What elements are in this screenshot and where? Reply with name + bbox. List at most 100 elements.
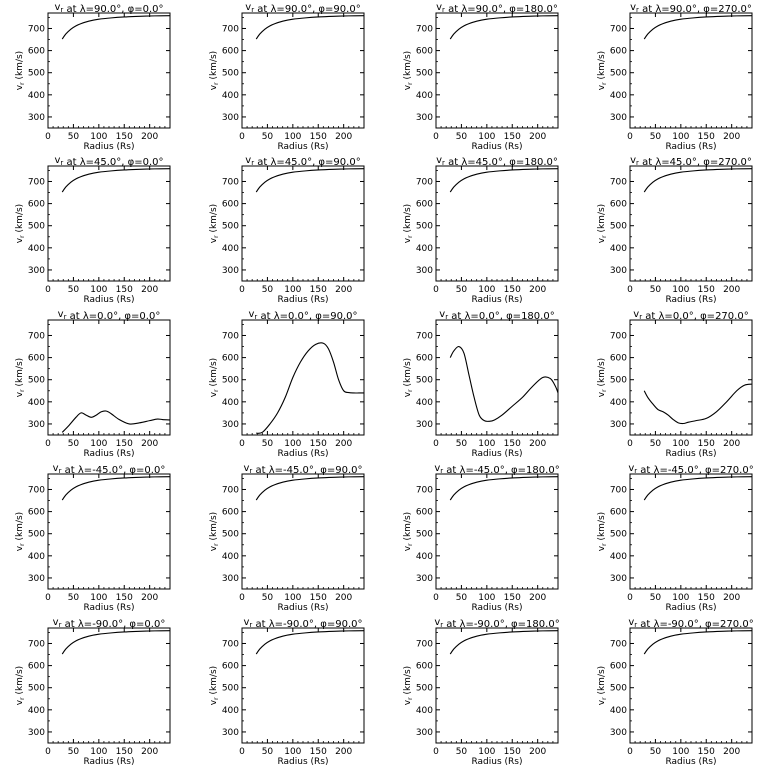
plot-frame: [47, 165, 171, 282]
title-lambda-value: 90.0: [94, 4, 116, 15]
x-tick-label: 150: [116, 285, 133, 295]
x-tick-label: 200: [529, 285, 546, 295]
y-axis-label: vr (km/s): [15, 358, 26, 397]
y-axis-label: vr (km/s): [597, 204, 608, 243]
x-tick-label: 50: [650, 285, 662, 295]
x-tick-label: 100: [284, 747, 301, 757]
panel-16: vr at λ=-45.0°, φ=270.0° 0 50 100 150 200 300 4…: [597, 463, 754, 613]
series-line: [449, 630, 558, 655]
panel-19: vr at λ=-90.0°, φ=180.0° 0 50 100 150 200 300 4…: [403, 617, 560, 767]
panel-17: vr at λ=-90.0°, φ=0.0° 0 50 100 150 200 300 400…: [15, 617, 171, 767]
plot-frame: [47, 473, 171, 590]
title-lambda-value: 0.0: [479, 311, 495, 322]
plot-frame: [47, 319, 171, 436]
plot-frame: [241, 165, 365, 282]
y-axis-label: vr (km/s): [403, 358, 414, 397]
y-axis-label: vr (km/s): [209, 358, 220, 397]
x-tick-label: 150: [116, 747, 133, 757]
y-axis-label: vr (km/s): [209, 51, 220, 90]
series-line: [255, 15, 364, 40]
panel-title: vr at λ=90.0°, φ=270.0°: [630, 2, 752, 15]
y-tick-label: 600: [222, 47, 239, 57]
x-tick-label: 150: [504, 439, 521, 449]
x-tick-label: 150: [504, 132, 521, 142]
y-tick-label: 500: [416, 684, 433, 694]
y-tick-label: 400: [28, 244, 45, 254]
y-tick-label: 300: [610, 113, 627, 123]
y-tick-label: 300: [416, 728, 433, 738]
title-lambda-value: -90.0: [283, 619, 309, 630]
title-lambda-value: 0.0: [97, 311, 113, 322]
y-tick-label: 500: [416, 376, 433, 386]
y-tick-label: 400: [610, 552, 627, 562]
y-tick-label: 700: [222, 639, 239, 649]
y-tick-label: 500: [416, 222, 433, 232]
y-axis-label: vr (km/s): [597, 358, 608, 397]
title-lambda-value: -90.0: [474, 619, 500, 630]
panel-title: vr at λ=-90.0°, φ=0.0°: [53, 617, 166, 630]
x-axis-label: Radius (Rs): [277, 603, 328, 613]
y-tick-label: 300: [28, 266, 45, 276]
x-tick-label: 50: [262, 593, 274, 603]
x-tick-label: 150: [310, 285, 327, 295]
y-tick-label: 600: [610, 47, 627, 57]
y-tick-label: 700: [416, 331, 433, 341]
x-tick-label: 50: [68, 747, 80, 757]
x-axis-label: Radius (Rs): [665, 142, 716, 152]
panel-10: vr at λ=0.0°, φ=90.0° 0 50 100 150 200 300 400 5…: [209, 309, 365, 459]
x-tick-label: 150: [698, 439, 715, 449]
x-tick-label: 50: [68, 132, 80, 142]
y-tick-label: 700: [28, 331, 45, 341]
y-tick-label: 700: [416, 24, 433, 34]
y-tick-label: 300: [222, 574, 239, 584]
x-tick-label: 150: [310, 132, 327, 142]
panel-15: vr at λ=-45.0°, φ=180.0° 0 50 100 150 200 300 4…: [403, 463, 560, 613]
plot-frame: [435, 627, 559, 744]
y-tick-label: 300: [28, 574, 45, 584]
x-tick-label: 200: [335, 439, 352, 449]
y-axis-label: vr (km/s): [15, 512, 26, 551]
series-line: [643, 476, 752, 501]
x-tick-label: 50: [68, 439, 80, 449]
y-tick-label: 500: [28, 376, 45, 386]
x-axis-label: Radius (Rs): [665, 603, 716, 613]
y-tick-label: 600: [222, 508, 239, 518]
title-lambda-value: -45.0: [92, 465, 118, 476]
title-phi-value: 0.0: [143, 4, 159, 15]
title-phi-value: 270.0: [715, 311, 744, 322]
x-tick-label: 100: [478, 285, 495, 295]
x-axis-label: Radius (Rs): [665, 295, 716, 305]
y-tick-label: 500: [28, 222, 45, 232]
y-tick-label: 600: [610, 354, 627, 364]
y-tick-label: 300: [28, 113, 45, 123]
x-tick-label: 50: [262, 285, 274, 295]
y-axis-label: vr (km/s): [209, 204, 220, 243]
y-tick-label: 400: [416, 706, 433, 716]
title-lambda-value: -45.0: [668, 465, 694, 476]
y-tick-label: 400: [28, 398, 45, 408]
x-axis-label: Radius (Rs): [83, 142, 134, 152]
panel-title: vr at λ=-45.0°, φ=270.0°: [628, 463, 753, 476]
x-tick-label: 200: [529, 132, 546, 142]
x-axis-label: Radius (Rs): [471, 142, 522, 152]
x-tick-label: 0: [45, 747, 51, 757]
x-tick-label: 200: [141, 439, 158, 449]
series-line: [61, 15, 170, 40]
title-lambda-value: -90.0: [668, 619, 694, 630]
y-axis-label: vr (km/s): [403, 666, 414, 705]
x-tick-label: 50: [650, 132, 662, 142]
title-phi-value: 180.0: [524, 4, 553, 15]
series-line: [61, 630, 170, 655]
plot-frame: [629, 165, 753, 282]
x-tick-label: 100: [672, 132, 689, 142]
y-tick-label: 500: [222, 530, 239, 540]
panel-title: vr at λ=-90.0°, φ=90.0°: [244, 617, 363, 630]
panel-title: vr at λ=45.0°, φ=90.0°: [245, 155, 360, 168]
y-tick-label: 700: [610, 331, 627, 341]
plot-frame: [629, 319, 753, 436]
panel-title: vr at λ=45.0°, φ=180.0°: [436, 155, 558, 168]
x-tick-label: 100: [284, 593, 301, 603]
panel-4: vr at λ=90.0°, φ=270.0° 0 50 100 150 200 300 40…: [597, 2, 753, 152]
x-tick-label: 200: [529, 439, 546, 449]
series-line: [61, 410, 170, 433]
